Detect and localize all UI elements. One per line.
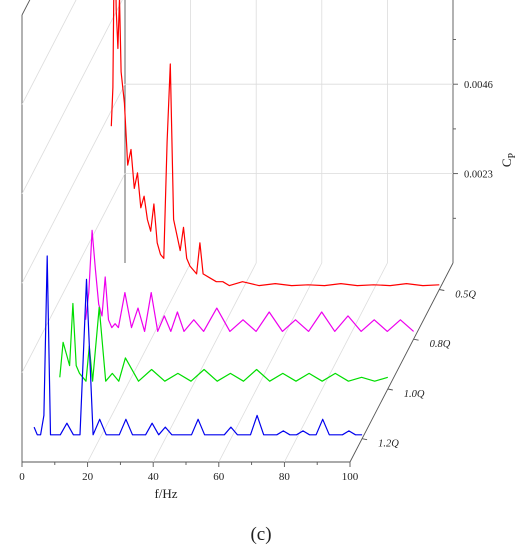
depth-tick-mark — [362, 438, 368, 441]
x-tick-label: 20 — [82, 471, 94, 483]
depth-axis-line — [349, 262, 454, 463]
chart-series — [33, 0, 440, 436]
z-tick-label: 0.0046 — [464, 80, 493, 91]
left-top-edge — [21, 0, 31, 16]
floor-gridline — [218, 262, 323, 463]
z-axis-title-subscript: P — [507, 152, 518, 158]
floor-gridline — [152, 262, 257, 463]
series-label: 1.2Q — [378, 439, 399, 450]
series-line-0-8q — [85, 229, 414, 332]
series-line-1-0q — [59, 302, 388, 382]
depth-tick-mark — [413, 338, 419, 341]
series-label: 0.5Q — [455, 290, 476, 301]
z-tick-label: 0.0023 — [464, 170, 493, 181]
floor-gridline — [284, 262, 388, 463]
x-axis-title: f/Hz — [154, 486, 177, 501]
z-axis-title: CP — [499, 152, 518, 167]
x-tick-label: 60 — [213, 471, 225, 483]
x-tick-label: 80 — [279, 471, 291, 483]
left-wall-gridline — [21, 84, 126, 284]
depth-tick-mark — [439, 289, 445, 291]
left-wall-gridline — [21, 0, 123, 194]
left-wall-gridline — [21, 173, 126, 373]
x-tick-label: 40 — [148, 471, 160, 483]
chart-labels: f/Hz CP (c) 0 20 40 60 80 100 0.0023 0.0046 0.00… — [19, 0, 518, 545]
left-wall-gridline — [21, 0, 77, 105]
chart-grid — [21, 0, 453, 463]
series-line-0-5q — [110, 0, 440, 287]
series-label: 0.8Q — [430, 339, 451, 350]
chart-frame — [21, 0, 458, 467]
z-tick-label: 0.0069 — [464, 0, 493, 2]
series-line-1-2q — [33, 255, 363, 436]
x-tick-label: 100 — [342, 471, 359, 483]
x-tick-label: 0 — [19, 471, 25, 483]
depth-tick-mark — [387, 388, 393, 391]
floor-gridline — [87, 262, 191, 463]
series-label: 1.0Q — [404, 389, 425, 400]
panel-label: (c) — [250, 524, 271, 545]
